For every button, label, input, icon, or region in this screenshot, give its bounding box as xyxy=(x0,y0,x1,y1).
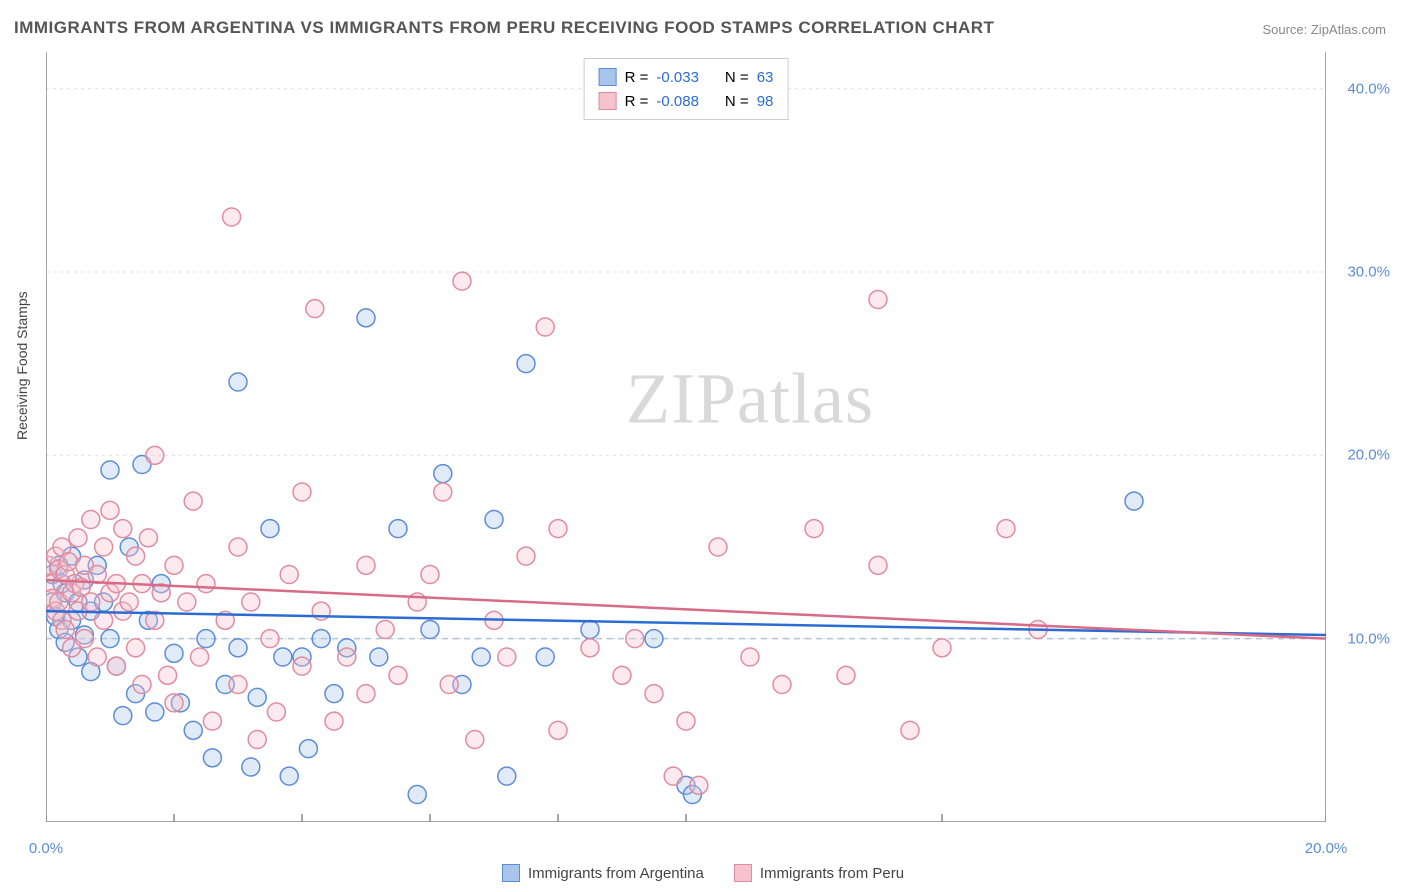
legend-row-argentina: R = -0.033 N = 63 xyxy=(599,65,774,89)
legend-item-argentina: Immigrants from Argentina xyxy=(502,864,704,882)
y-tick-label: 40.0% xyxy=(1347,80,1390,97)
y-tick-label: 20.0% xyxy=(1347,447,1390,464)
n-value-argentina: 63 xyxy=(757,69,774,86)
y-tick-label: 10.0% xyxy=(1347,630,1390,647)
chart-title: IMMIGRANTS FROM ARGENTINA VS IMMIGRANTS … xyxy=(14,18,994,38)
legend-label-argentina: Immigrants from Argentina xyxy=(528,865,704,882)
legend-row-peru: R = -0.088 N = 98 xyxy=(599,89,774,113)
swatch-peru-icon xyxy=(599,92,617,110)
r-value-argentina: -0.033 xyxy=(656,69,699,86)
scatter-plot: R = -0.033 N = 63 R = -0.088 N = 98 ZIPa… xyxy=(46,52,1326,822)
y-axis-label: Receiving Food Stamps xyxy=(14,291,30,440)
n-value-peru: 98 xyxy=(757,93,774,110)
series-legend: Immigrants from Argentina Immigrants fro… xyxy=(0,864,1406,882)
legend-label-peru: Immigrants from Peru xyxy=(760,865,904,882)
y-tick-label: 30.0% xyxy=(1347,264,1390,281)
r-label: R = xyxy=(625,69,649,86)
swatch-argentina-icon xyxy=(599,68,617,86)
n-label: N = xyxy=(725,93,749,110)
x-tick-label: 0.0% xyxy=(29,840,63,857)
correlation-legend: R = -0.033 N = 63 R = -0.088 N = 98 xyxy=(584,58,789,120)
plot-svg xyxy=(46,52,1326,822)
x-tick-label: 20.0% xyxy=(1305,840,1348,857)
swatch-peru-icon xyxy=(734,864,752,882)
legend-item-peru: Immigrants from Peru xyxy=(734,864,904,882)
swatch-argentina-icon xyxy=(502,864,520,882)
source-attribution: Source: ZipAtlas.com xyxy=(1262,22,1386,37)
r-label: R = xyxy=(625,93,649,110)
n-label: N = xyxy=(725,69,749,86)
r-value-peru: -0.088 xyxy=(656,93,699,110)
